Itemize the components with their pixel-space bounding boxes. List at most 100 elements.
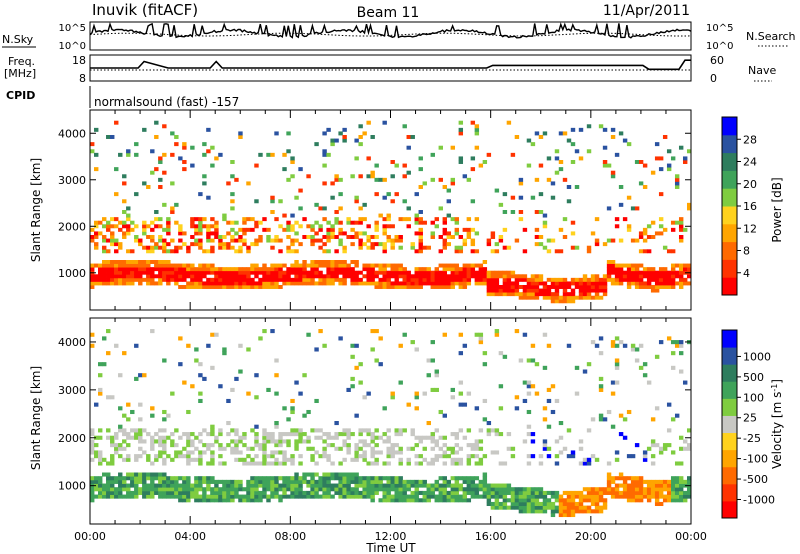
heatmap-cell xyxy=(138,487,143,492)
heatmap-cell xyxy=(230,270,235,275)
heatmap-cell xyxy=(314,231,319,236)
heatmap-cell xyxy=(122,174,127,179)
heatmap-cell xyxy=(662,135,668,139)
heatmap-cell xyxy=(342,277,347,282)
heatmap-cell xyxy=(194,446,199,451)
heatmap-cell xyxy=(150,413,155,418)
heatmap-cell xyxy=(90,450,95,455)
heatmap-cell xyxy=(454,277,460,282)
heatmap-cell xyxy=(278,249,283,254)
heatmap-cell xyxy=(550,277,556,282)
heatmap-cell xyxy=(358,220,363,225)
heatmap-cell xyxy=(638,285,644,289)
heatmap-cell xyxy=(126,213,131,218)
heatmap-cell xyxy=(618,413,624,418)
heatmap-cell xyxy=(370,263,375,268)
heatmap-cell xyxy=(162,483,167,488)
heatmap-cell xyxy=(550,299,556,304)
heatmap-cell xyxy=(218,428,223,433)
heatmap-cell xyxy=(230,479,235,484)
heatmap-cell xyxy=(578,156,584,161)
cpid-text: normalsound (fast) -157 xyxy=(94,95,239,109)
heatmap-cell xyxy=(170,210,175,214)
heatmap-cell xyxy=(98,450,103,455)
heatmap-cell xyxy=(610,170,616,175)
heatmap-cell xyxy=(362,490,367,495)
heatmap-cell xyxy=(102,263,107,268)
heatmap-cell xyxy=(118,274,123,279)
heatmap-cell xyxy=(146,270,151,275)
heatmap-cell xyxy=(286,224,291,229)
heatmap-cell xyxy=(630,476,636,481)
heatmap-cell xyxy=(494,329,500,334)
heatmap-cell xyxy=(226,487,231,492)
heatmap-cell xyxy=(170,483,175,488)
heatmap-cell xyxy=(462,274,468,279)
heatmap-cell xyxy=(634,270,640,275)
heatmap-cell xyxy=(554,156,560,161)
heatmap-cell xyxy=(142,494,147,499)
heatmap-cell xyxy=(378,479,383,484)
heatmap-cell xyxy=(158,487,163,492)
heatmap-cell xyxy=(114,343,119,348)
heatmap-cell xyxy=(418,242,423,247)
heatmap-cell xyxy=(430,432,435,437)
heatmap-cell xyxy=(414,443,419,448)
heatmap-cell xyxy=(226,281,231,286)
heatmap-cell xyxy=(510,292,516,297)
heatmap-cell xyxy=(526,454,532,459)
heatmap-cell xyxy=(178,487,183,492)
heatmap-cell xyxy=(290,242,295,247)
heatmap-cell xyxy=(650,479,656,484)
heatmap-cell xyxy=(566,509,572,514)
heatmap-cell xyxy=(322,263,327,268)
heatmap-cell xyxy=(230,160,235,164)
heatmap-cell xyxy=(470,494,476,499)
heatmap-cell xyxy=(326,435,331,440)
heatmap-cell xyxy=(158,435,163,440)
heatmap-cell xyxy=(246,483,251,488)
heatmap-cell xyxy=(538,501,544,507)
heatmap-cell xyxy=(254,439,259,444)
heatmap-cell xyxy=(282,450,287,455)
heatmap-cell xyxy=(458,249,464,254)
heatmap-cell xyxy=(318,454,323,459)
heatmap-cell xyxy=(530,277,536,282)
heatmap-cell xyxy=(322,439,327,444)
heatmap-cell xyxy=(322,432,327,437)
heatmap-cell xyxy=(226,274,231,279)
heatmap-cell xyxy=(126,260,131,264)
heatmap-cell xyxy=(614,274,620,279)
heatmap-cell xyxy=(250,285,255,289)
heatmap-cell xyxy=(418,156,423,161)
heatmap-cell xyxy=(106,395,111,400)
heatmap-cell xyxy=(482,487,488,492)
heatmap-cell xyxy=(654,494,660,499)
heatmap-cell xyxy=(654,270,660,275)
heatmap-cell xyxy=(130,267,135,272)
heatmap-cell xyxy=(106,249,111,254)
heatmap-cell xyxy=(150,329,155,334)
heatmap-cell xyxy=(286,227,291,232)
heatmap-cell xyxy=(166,274,171,279)
heatmap-cell xyxy=(542,509,548,514)
heatmap-cell xyxy=(446,231,451,236)
heatmap-cell xyxy=(454,450,460,455)
heatmap-cell xyxy=(362,267,367,272)
heatmap-cell xyxy=(410,245,415,250)
heatmap-cell xyxy=(442,238,447,243)
heatmap-cell xyxy=(198,498,203,503)
heatmap-cell xyxy=(114,446,119,451)
heatmap-cell xyxy=(590,498,596,503)
heatmap-cell xyxy=(142,263,147,268)
heatmap-cell xyxy=(94,443,99,448)
heatmap-cell xyxy=(150,235,155,239)
heatmap-cell xyxy=(114,238,119,243)
heatmap-cell xyxy=(162,457,167,462)
heatmap-cell xyxy=(482,351,488,356)
heatmap-cell xyxy=(238,270,243,275)
heatmap-cell xyxy=(426,373,431,378)
heatmap-cell xyxy=(306,281,311,286)
heatmap-cell xyxy=(142,245,147,250)
